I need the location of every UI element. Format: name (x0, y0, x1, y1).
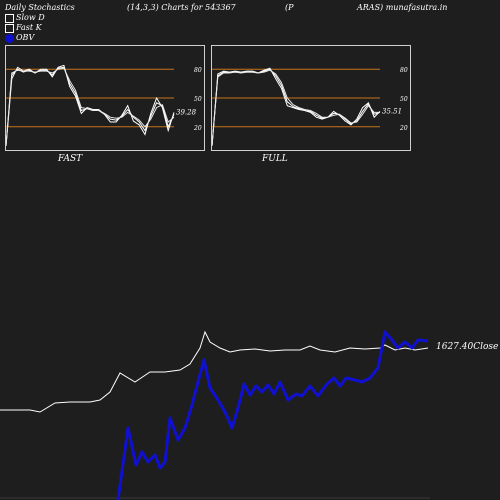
full-panel-label: FULL (262, 154, 288, 164)
symbol-left: (P (285, 3, 294, 12)
obv-swatch (5, 33, 14, 43)
full-series-1-line (211, 68, 381, 147)
fast-series-1-line (5, 66, 175, 147)
full-stochastic-plot: 20 50 80 35.51 (211, 67, 408, 147)
legend-label: Fast K (16, 23, 42, 32)
symbol-right: ARAS) munafasutra.in (357, 3, 448, 12)
fast-level-label: 80 (194, 67, 202, 74)
fast-level-label: 50 (194, 96, 202, 103)
full-level-label: 20 (399, 125, 408, 132)
full-stochastic-panel: 20 50 80 35.51 (211, 45, 411, 151)
legend-label: OBV (16, 33, 35, 42)
slow-d-swatch (5, 13, 14, 23)
close-value: 1627.40 (436, 342, 474, 352)
fast-stochastic-plot: 20 50 80 39.28 (5, 64, 202, 147)
fast-stochastic-panel: 20 50 80 39.28 (5, 45, 205, 151)
full-last-value-label: 35.51 (382, 107, 402, 115)
fast-k-swatch (5, 23, 14, 33)
close-suffix: Close (473, 342, 499, 352)
chart-title: Daily Stochastics (5, 3, 75, 12)
close-value-label: 1627.40Close (436, 342, 498, 352)
fast-series-0-line (5, 64, 175, 147)
price-obv-chart (0, 330, 430, 500)
full-level-label: 80 (400, 67, 408, 74)
full-series-2-line (211, 69, 380, 147)
close-price-line (0, 330, 429, 413)
fast-panel-label: FAST (58, 154, 83, 164)
full-level-label: 50 (400, 96, 408, 103)
legend-slow-d: Slow D (5, 13, 45, 23)
fast-series-2-line (5, 67, 175, 147)
obv-line (116, 330, 429, 500)
legend-fast-k: Fast K (5, 23, 42, 33)
legend-obv: OBV (5, 33, 34, 43)
legend-label: Slow D (16, 13, 45, 22)
chart-params: (14,3,3) Charts for 543367 (127, 3, 236, 12)
fast-level-label: 20 (193, 125, 202, 132)
fast-last-value-label: 39.28 (176, 108, 197, 116)
